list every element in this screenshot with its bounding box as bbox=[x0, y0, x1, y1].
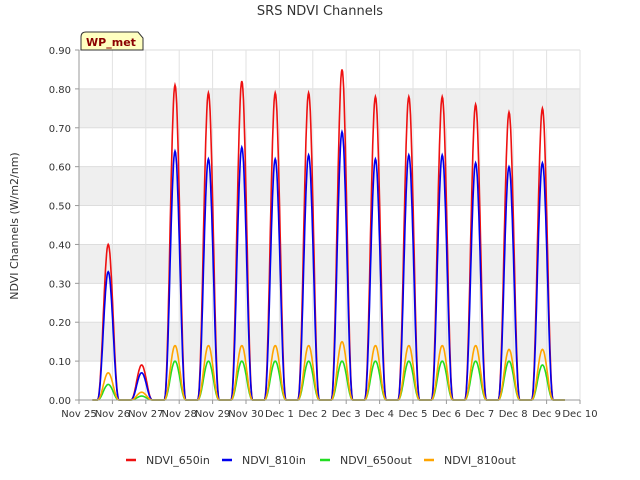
y-tick-label: 0.60 bbox=[49, 163, 71, 174]
x-tick-label: Dec 9 bbox=[532, 409, 561, 420]
y-tick-label: 0.00 bbox=[49, 396, 71, 407]
background-band bbox=[79, 166, 580, 206]
x-tick-label: Nov 29 bbox=[195, 409, 230, 420]
x-tick-label: Nov 30 bbox=[228, 409, 263, 420]
x-tick-label: Dec 4 bbox=[365, 409, 394, 420]
x-tick-label: Dec 5 bbox=[399, 409, 428, 420]
legend-label: NDVI_650out bbox=[340, 454, 412, 467]
wp-met-badge: WP_met bbox=[80, 31, 144, 51]
legend: NDVI_650in NDVI_810in NDVI_650out NDVI_810o… bbox=[126, 454, 516, 467]
y-tick-label: 0.20 bbox=[49, 318, 71, 329]
x-tick-label: Dec 3 bbox=[332, 409, 361, 420]
y-tick-label: 0.80 bbox=[49, 85, 71, 96]
y-tick-label: 0.10 bbox=[49, 357, 71, 368]
background-band bbox=[79, 244, 580, 284]
y-axis-label: NDVI Channels (W/m2/nm) bbox=[8, 152, 21, 299]
x-tick-label: Dec 2 bbox=[298, 409, 327, 420]
x-tick-label: Dec 8 bbox=[499, 409, 528, 420]
x-tick-label: Nov 28 bbox=[161, 409, 196, 420]
x-tick-label: Dec 7 bbox=[465, 409, 494, 420]
y-tick-label: 0.70 bbox=[49, 124, 71, 135]
x-tick-label: Nov 25 bbox=[61, 409, 96, 420]
y-tick-labels: 0.00 0.10 0.20 0.30 0.40 0.50 0.60 0.70 0.80 0.90 bbox=[49, 46, 79, 407]
legend-label: NDVI_810in bbox=[242, 454, 306, 467]
y-tick-label: 0.50 bbox=[49, 202, 71, 213]
background-band bbox=[79, 88, 580, 128]
x-tick-label: Dec 1 bbox=[265, 409, 294, 420]
legend-label: NDVI_810out bbox=[444, 454, 516, 467]
legend-label: NDVI_650in bbox=[146, 454, 210, 467]
axes bbox=[78, 50, 580, 401]
x-tick-label: Nov 27 bbox=[128, 409, 163, 420]
y-tick-label: 0.30 bbox=[49, 279, 71, 290]
background-band bbox=[79, 322, 580, 362]
plot-background-bands bbox=[79, 50, 580, 400]
wp-met-badge-label: WP_met bbox=[86, 36, 136, 49]
x-tick-label: Dec 10 bbox=[562, 409, 597, 420]
y-tick-label: 0.90 bbox=[49, 46, 71, 57]
x-tick-label: Nov 26 bbox=[95, 409, 130, 420]
x-tick-label: Dec 6 bbox=[432, 409, 461, 420]
y-tick-label: 0.40 bbox=[49, 240, 71, 251]
chart-title: SRS NDVI Channels bbox=[257, 4, 383, 19]
